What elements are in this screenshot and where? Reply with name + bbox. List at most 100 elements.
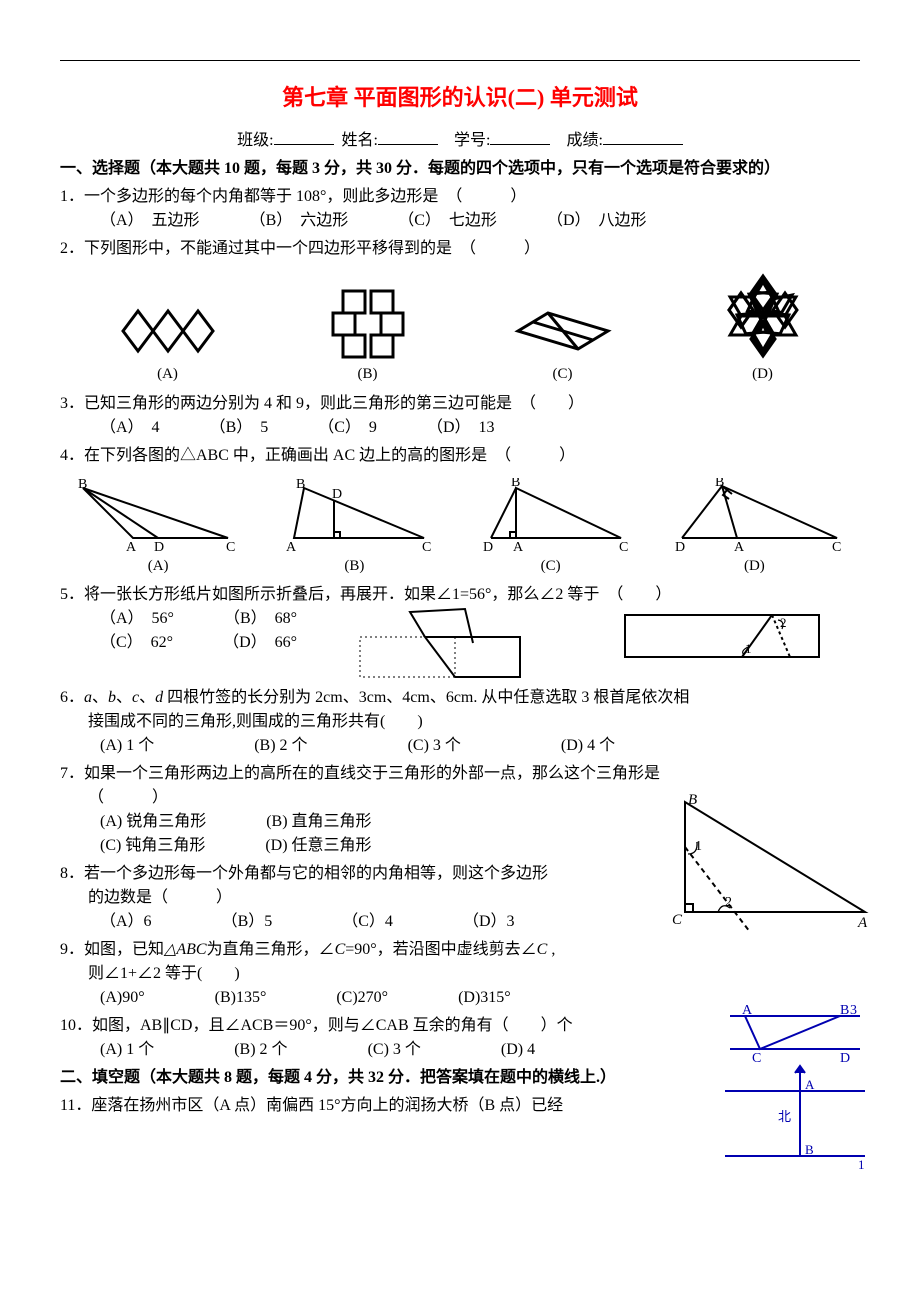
question-6: 6．a、b、c、d 四根竹签的长分别为 2cm、3cm、4cm、6cm. 从中任… bbox=[60, 686, 860, 758]
svg-text:C: C bbox=[832, 540, 841, 553]
svg-text:北: 北 bbox=[778, 1109, 791, 1124]
name-blank bbox=[378, 128, 438, 145]
q9-c2: C bbox=[537, 941, 548, 958]
q2-label-a: (A) bbox=[108, 363, 228, 386]
q4-label-a: (A) bbox=[78, 555, 238, 578]
q5-fig-1 bbox=[355, 607, 525, 682]
svg-text:C: C bbox=[619, 540, 628, 553]
q4-fig-a: B A C D (A) bbox=[78, 478, 238, 578]
q2-fig-b: (B) bbox=[323, 286, 413, 386]
q2-fig-a: (A) bbox=[108, 301, 228, 386]
q4-fig-b: B A C D (B) bbox=[274, 478, 434, 578]
svg-text:B: B bbox=[715, 478, 724, 490]
q10-figure: A 3 C D B bbox=[720, 1004, 870, 1064]
q6-opt-a: (A) 1 个 bbox=[100, 734, 154, 758]
question-8: 8．若一个多边形每一个外角都与它的相邻的内角相等，则这个多边形 的边数是（ ） … bbox=[60, 862, 650, 934]
q4-text: 4．在下列各图的△ABC 中，正确画出 AC 边上的高的图形是 （ ） bbox=[60, 444, 860, 468]
class-blank bbox=[274, 128, 334, 145]
q10-opt-a: (A) 1 个 bbox=[100, 1038, 154, 1062]
q6-va: a bbox=[84, 689, 92, 706]
q5-opt-d: （D） 66° bbox=[223, 631, 297, 655]
q4-fig-c: B A C D (C) bbox=[471, 478, 631, 578]
q1-opt-d: （D） 八边形 bbox=[547, 209, 647, 233]
id-blank bbox=[490, 128, 550, 145]
q9-t3: =90°，若沿图中虚线剪去∠ bbox=[345, 941, 536, 958]
q9-opt-d: (D)315° bbox=[458, 986, 511, 1010]
q7-opt-a: (A) 锐角三角形 bbox=[100, 810, 206, 834]
q6-t6: 接围成不同的三角形,则围成的三角形共有( ) bbox=[60, 710, 860, 734]
svg-text:C: C bbox=[422, 540, 431, 553]
svg-text:A: A bbox=[805, 1077, 815, 1092]
student-info: 班级: 姓名: 学号: 成绩: bbox=[60, 128, 860, 153]
q9-tri: △ABC bbox=[164, 941, 207, 958]
question-4: 4．在下列各图的△ABC 中，正确画出 AC 边上的高的图形是 （ ） B A … bbox=[60, 444, 860, 578]
q6-t2: 、 bbox=[92, 689, 108, 706]
q7-opt-b: (B) 直角三角形 bbox=[266, 810, 371, 834]
q5-opt-c: （C） 62° bbox=[100, 631, 173, 655]
q8-opt-a: （A）6 bbox=[100, 910, 152, 934]
svg-text:C: C bbox=[226, 540, 235, 553]
question-11: 11．座落在扬州市区（A 点）南偏西 15°方向上的润扬大桥（B 点）已经 bbox=[60, 1094, 660, 1118]
svg-text:D: D bbox=[675, 540, 685, 553]
q6-t5: 四根竹签的长分别为 2cm、3cm、4cm、6cm. 从中任意选取 3 根首尾依… bbox=[163, 689, 689, 706]
q1-opt-a: （A） 五边形 bbox=[100, 209, 200, 233]
q2-text: 2．下列图形中，不能通过其中一个四边形平移得到的是 （ ） bbox=[60, 237, 860, 261]
id-label: 学号: bbox=[454, 132, 490, 149]
q6-t1: 6． bbox=[60, 689, 84, 706]
name-label: 姓名: bbox=[342, 132, 378, 149]
q7-opt-c: (C) 钝角三角形 bbox=[100, 834, 205, 858]
q10-opt-d: (D) 4 bbox=[501, 1038, 535, 1062]
svg-text:B: B bbox=[840, 1004, 849, 1018]
q6-t3: 、 bbox=[116, 689, 132, 706]
svg-text:2: 2 bbox=[780, 615, 787, 630]
q8-q9-figure: B C A 1 2 bbox=[670, 792, 870, 937]
q8-opt-b: （B）5 bbox=[222, 910, 273, 934]
q5-text: 5．将一张长方形纸片如图所示折叠后，再展开．如果∠1=56°，那么∠2 等于 （… bbox=[60, 583, 860, 607]
q1-opt-c: （C） 七边形 bbox=[398, 209, 497, 233]
score-blank bbox=[603, 128, 683, 145]
q10-opt-b: (B) 2 个 bbox=[234, 1038, 287, 1062]
q6-vb: b bbox=[108, 689, 116, 706]
svg-text:C: C bbox=[672, 912, 683, 928]
q8-opt-d: （D）3 bbox=[463, 910, 515, 934]
q3-opt-a: （A） 4 bbox=[100, 416, 160, 440]
q9-t4: , bbox=[547, 941, 555, 958]
q2-label-b: (B) bbox=[323, 363, 413, 386]
q9-opt-b: (B)135° bbox=[215, 986, 267, 1010]
q6-vd: d bbox=[155, 689, 163, 706]
svg-text:D: D bbox=[154, 540, 164, 553]
question-9: 9．如图，已知△ABC为直角三角形，∠C=90°，若沿图中虚线剪去∠C , 则∠… bbox=[60, 938, 660, 1010]
q1-opt-b: （B） 六边形 bbox=[250, 209, 349, 233]
q6-opt-c: (C) 3 个 bbox=[408, 734, 461, 758]
q5-opt-b: （B） 68° bbox=[224, 607, 297, 631]
q9-t5: 则∠1+∠2 等于( ) bbox=[60, 962, 660, 986]
q11-figure: A 北 B 1 bbox=[720, 1061, 870, 1171]
q11-text: 11．座落在扬州市区（A 点）南偏西 15°方向上的润扬大桥（B 点）已经 bbox=[60, 1094, 660, 1118]
svg-text:1: 1 bbox=[858, 1157, 865, 1171]
q6-opt-b: (B) 2 个 bbox=[254, 734, 307, 758]
q4-label-b: (B) bbox=[274, 555, 434, 578]
svg-text:B: B bbox=[688, 792, 697, 808]
q3-opt-c: （C） 9 bbox=[318, 416, 377, 440]
question-5: 5．将一张长方形纸片如图所示折叠后，再展开．如果∠1=56°，那么∠2 等于 （… bbox=[60, 583, 860, 682]
q3-opt-b: （B） 5 bbox=[210, 416, 269, 440]
svg-text:B: B bbox=[805, 1142, 814, 1157]
section-1-title: 一、选择题（本大题共 10 题，每题 3 分，共 30 分．每题的四个选项中，只… bbox=[60, 157, 860, 181]
svg-text:3: 3 bbox=[850, 1004, 857, 1018]
svg-text:B: B bbox=[78, 478, 87, 492]
q9-opt-c: (C)270° bbox=[336, 986, 388, 1010]
q8-text2: 的边数是（ ） bbox=[60, 886, 650, 910]
q10-text: 10．如图，AB∥CD，且∠ACB＝90°，则与∠CAB 互余的角有（ ）个 bbox=[60, 1014, 660, 1038]
section-2-title: 二、填空题（本大题共 8 题，每题 4 分，共 32 分．把答案填在题中的横线上… bbox=[60, 1066, 660, 1090]
question-10: 10．如图，AB∥CD，且∠ACB＝90°，则与∠CAB 互余的角有（ ）个 (… bbox=[60, 1014, 660, 1062]
q4-label-c: (C) bbox=[471, 555, 631, 578]
svg-text:1: 1 bbox=[695, 839, 702, 854]
q3-text: 3．已知三角形的两边分别为 4 和 9，则此三角形的第三边可能是 （ ） bbox=[60, 392, 860, 416]
q3-opt-d: （D） 13 bbox=[427, 416, 495, 440]
q4-label-d: (D) bbox=[667, 555, 842, 578]
svg-text:A: A bbox=[126, 540, 137, 553]
q5-fig-2: 1 2 bbox=[622, 607, 822, 662]
svg-text:D: D bbox=[332, 487, 342, 502]
q7-text: 7．如果一个三角形两边上的高所在的直线交于三角形的外部一点，那么这个三角形是 bbox=[60, 762, 860, 786]
svg-text:B: B bbox=[296, 478, 305, 492]
